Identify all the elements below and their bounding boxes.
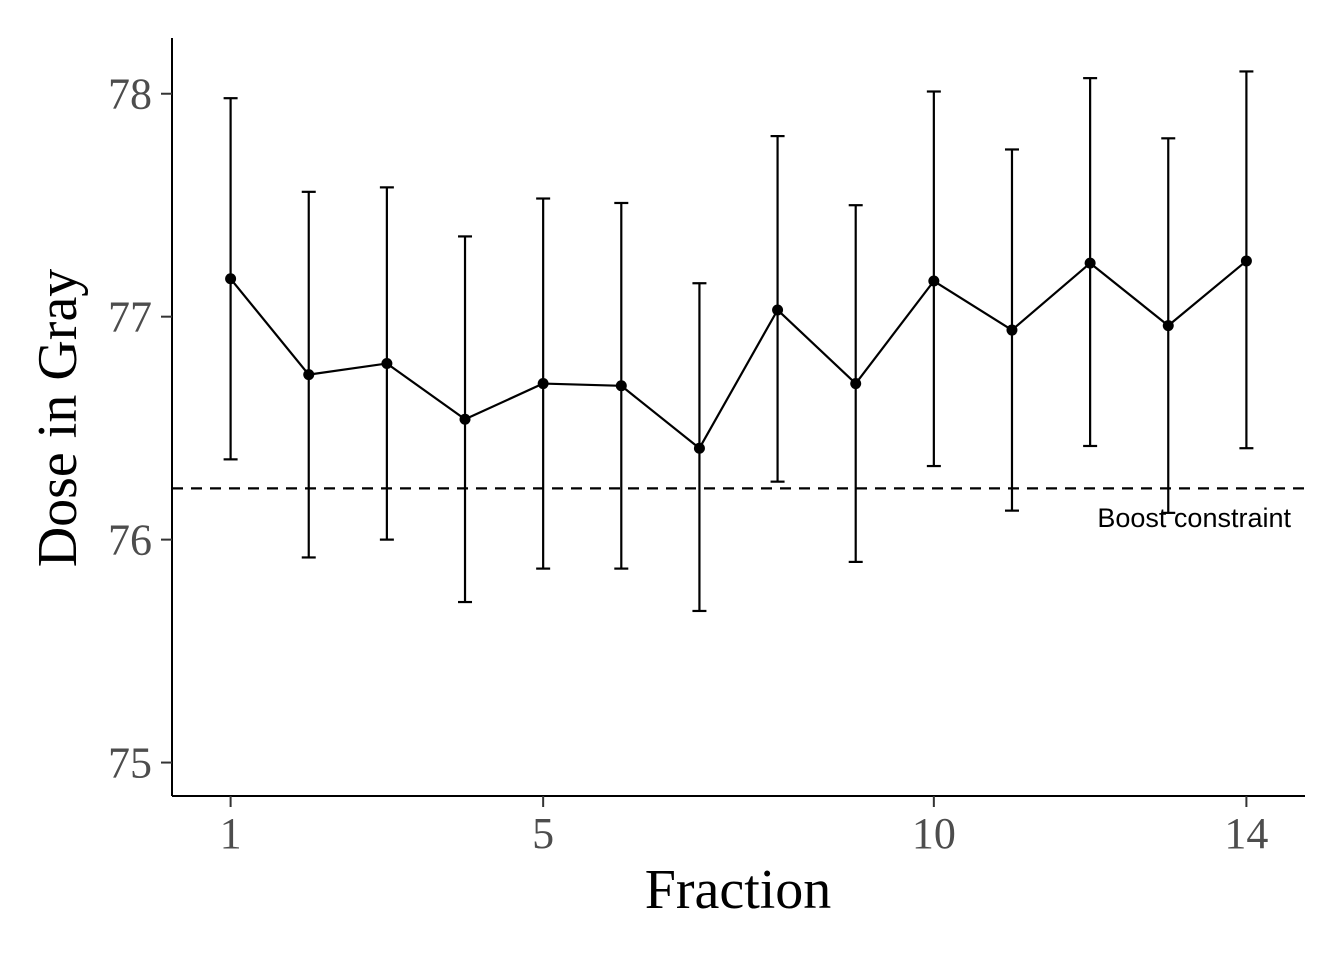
x-axis-title: Fraction — [645, 859, 832, 921]
data-point — [303, 369, 314, 380]
y-tick-label: 75 — [108, 739, 152, 788]
data-point — [616, 380, 627, 391]
y-tick-label: 76 — [108, 516, 152, 565]
tick-label-layer: 75 76 77 78 1 5 10 14 — [108, 70, 1268, 858]
data-point — [928, 276, 939, 287]
data-point — [1241, 255, 1252, 266]
x-tick-label: 14 — [1224, 809, 1268, 858]
data-point-layer — [225, 255, 1252, 453]
data-point — [694, 443, 705, 454]
data-point — [381, 358, 392, 369]
data-point — [1085, 258, 1096, 269]
data-point — [460, 414, 471, 425]
data-point — [225, 273, 236, 284]
data-point — [1163, 320, 1174, 331]
data-point — [538, 378, 549, 389]
data-point — [850, 378, 861, 389]
series-line — [231, 261, 1247, 448]
series-line-layer — [231, 261, 1247, 448]
data-point — [772, 304, 783, 315]
x-tick-label: 1 — [220, 809, 242, 858]
y-axis-title: Dose in Gray — [27, 269, 89, 568]
boost-constraint-label: Boost constraint — [1097, 503, 1291, 533]
chart-axes — [161, 38, 1305, 807]
x-tick-label: 5 — [532, 809, 554, 858]
y-tick-label: 77 — [108, 293, 152, 342]
x-tick-label: 10 — [912, 809, 956, 858]
data-point — [1006, 325, 1017, 336]
y-tick-label: 78 — [108, 70, 152, 119]
